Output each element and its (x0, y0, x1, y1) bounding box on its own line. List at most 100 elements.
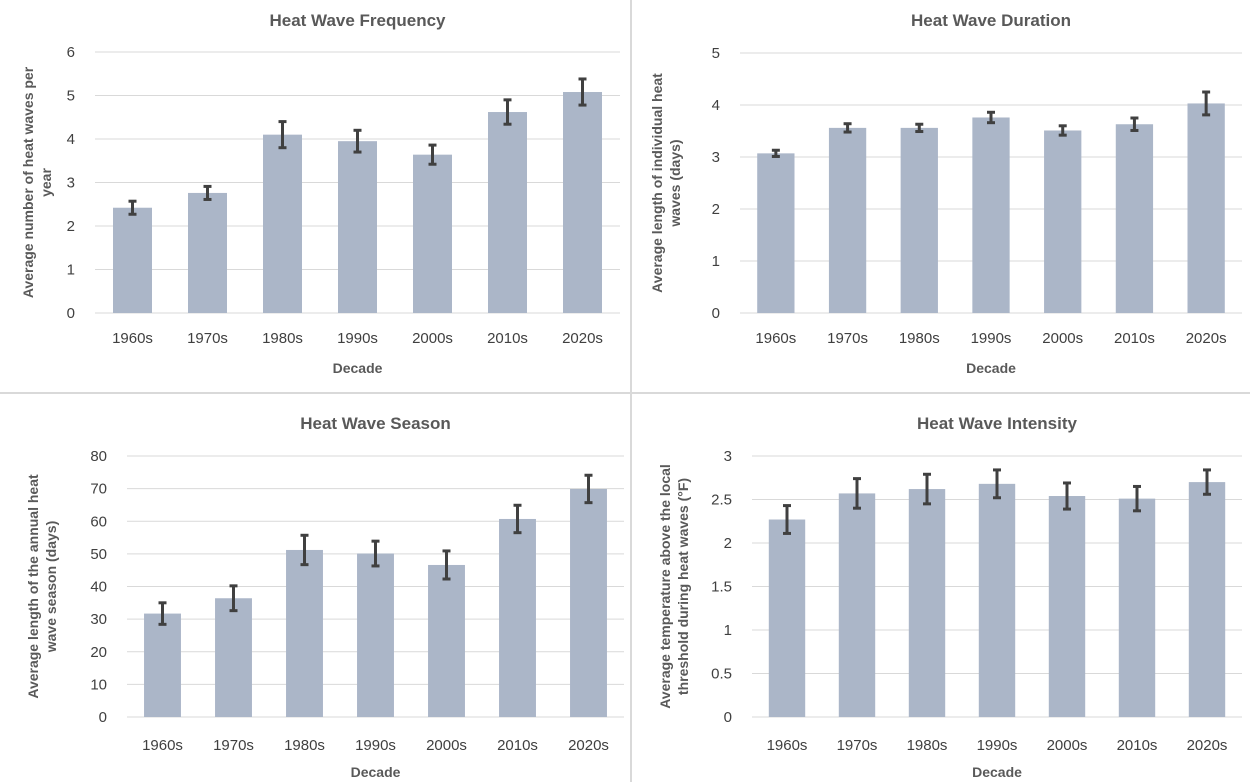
error-bar (158, 601, 167, 626)
x-tick-label: 1960s (112, 330, 153, 347)
x-tick-label: 1990s (977, 737, 1018, 754)
y-tick-label: 1 (724, 622, 732, 639)
error-bar (513, 503, 522, 535)
chart-panel-frequency: Heat Wave Frequency 0 1 2 3 4 5 6 1960s 1970s 1980… (0, 0, 630, 391)
bar (1115, 124, 1154, 314)
bar (1188, 482, 1226, 717)
bar (338, 141, 377, 313)
x-tick-label: 2020s (1186, 330, 1227, 347)
x-tick-label: 2020s (562, 330, 603, 347)
y-tick-label: 2 (67, 218, 75, 235)
y-tick-label: 0 (99, 709, 107, 726)
bar (900, 127, 938, 313)
y-tick-label: 4 (67, 131, 75, 148)
y-tick-label: 3 (724, 448, 732, 465)
bar (570, 488, 607, 717)
bar (838, 493, 876, 717)
x-tick-label: 2010s (1117, 737, 1158, 754)
y-axis-label: Average temperature above the local thres… (657, 464, 691, 709)
bar (286, 549, 323, 717)
chart-title: Heat Wave Frequency (269, 11, 446, 30)
x-tick-label: 1990s (971, 330, 1012, 347)
x-tick-label: 2020s (1187, 737, 1228, 754)
y-tick-label: 1 (712, 253, 720, 270)
error-bar (578, 77, 587, 107)
bar (144, 613, 181, 717)
bar (1187, 103, 1225, 313)
y-tick-label: 0 (724, 709, 732, 726)
error-bar (229, 584, 238, 613)
error-bar (987, 110, 995, 125)
error-bar (503, 98, 512, 126)
y-tick-label: 5 (67, 88, 75, 105)
x-tick-label: 1970s (837, 737, 878, 754)
chart-title: Heat Wave Intensity (917, 414, 1078, 433)
bar (413, 154, 452, 313)
error-bar (1203, 468, 1211, 496)
x-tick-label: 1980s (262, 330, 303, 347)
chart-panel-intensity: Heat Wave Intensity 0 0.5 1 1.5 2 2.5 3 1960s 197… (632, 395, 1250, 782)
y-tick-label: 4 (712, 97, 720, 114)
bar (972, 117, 1010, 313)
x-tick-label: 1970s (187, 330, 228, 347)
bar (757, 153, 795, 313)
x-tick-label: 1990s (337, 330, 378, 347)
x-tick-label: 1990s (355, 737, 396, 754)
y-tick-label: 2 (724, 535, 732, 552)
error-bar (923, 472, 931, 506)
y-axis-label: Average length of individual heat waves (… (649, 73, 683, 293)
y-tick-label: 5 (712, 45, 720, 62)
bar (428, 564, 465, 717)
vertical-divider (630, 0, 632, 782)
error-bar (993, 468, 1001, 500)
y-tick-label: 70 (90, 481, 107, 498)
y-tick-label: 20 (90, 644, 107, 661)
error-bar (278, 120, 287, 150)
y-tick-label: 3 (67, 175, 75, 192)
y-tick-label: 80 (90, 448, 107, 465)
bar (768, 519, 806, 717)
y-tick-label: 3 (712, 149, 720, 166)
error-bar (353, 128, 362, 154)
x-tick-label: 2010s (1114, 330, 1155, 347)
y-tick-label: 0 (712, 305, 720, 322)
x-tick-label: 1980s (899, 330, 940, 347)
chart-panel-duration: Heat Wave Duration 0 1 2 3 4 5 1960s 1970s 1980s 1… (632, 0, 1250, 391)
x-axis-label: Decade (333, 360, 383, 376)
x-tick-label: 1970s (213, 737, 254, 754)
y-axis-label: Average number of heat waves per year (20, 66, 54, 298)
chart-svg: Heat Wave Season 0 10 20 30 40 50 60 70 80 1960s 19… (25, 414, 624, 780)
error-bar (783, 504, 791, 535)
error-bar (915, 122, 924, 134)
x-tick-label: 1960s (755, 330, 796, 347)
chart-panel-season: Heat Wave Season 0 10 20 30 40 50 60 70 80 1960s 19… (0, 395, 630, 782)
error-bar (1058, 124, 1067, 137)
x-tick-label: 1980s (907, 737, 948, 754)
error-bar (203, 184, 212, 201)
x-axis-label: Decade (966, 360, 1016, 376)
bar (1044, 130, 1082, 313)
y-tick-label: 30 (90, 611, 107, 628)
bar (563, 92, 602, 314)
y-tick-label: 10 (90, 676, 107, 693)
bar (215, 598, 252, 717)
x-tick-label: 2020s (568, 737, 609, 754)
y-tick-label: 1.5 (711, 579, 732, 596)
bar (357, 553, 394, 717)
x-tick-label: 2000s (426, 737, 467, 754)
chart-title: Heat Wave Season (300, 414, 451, 433)
bar (1118, 498, 1156, 717)
y-tick-label: 1 (67, 262, 75, 279)
x-tick-label: 2010s (497, 737, 538, 754)
bar (188, 192, 227, 313)
bar (488, 112, 527, 313)
x-tick-label: 2010s (487, 330, 528, 347)
chart-svg: Heat Wave Frequency 0 1 2 3 4 5 6 1960s 1970s 1980… (20, 11, 620, 376)
error-bar (1063, 481, 1071, 511)
x-tick-label: 1980s (284, 737, 325, 754)
y-tick-label: 6 (67, 44, 75, 61)
x-tick-label: 1960s (142, 737, 183, 754)
x-axis-label: Decade (972, 764, 1022, 780)
y-tick-label: 50 (90, 546, 107, 563)
bar (263, 134, 302, 313)
